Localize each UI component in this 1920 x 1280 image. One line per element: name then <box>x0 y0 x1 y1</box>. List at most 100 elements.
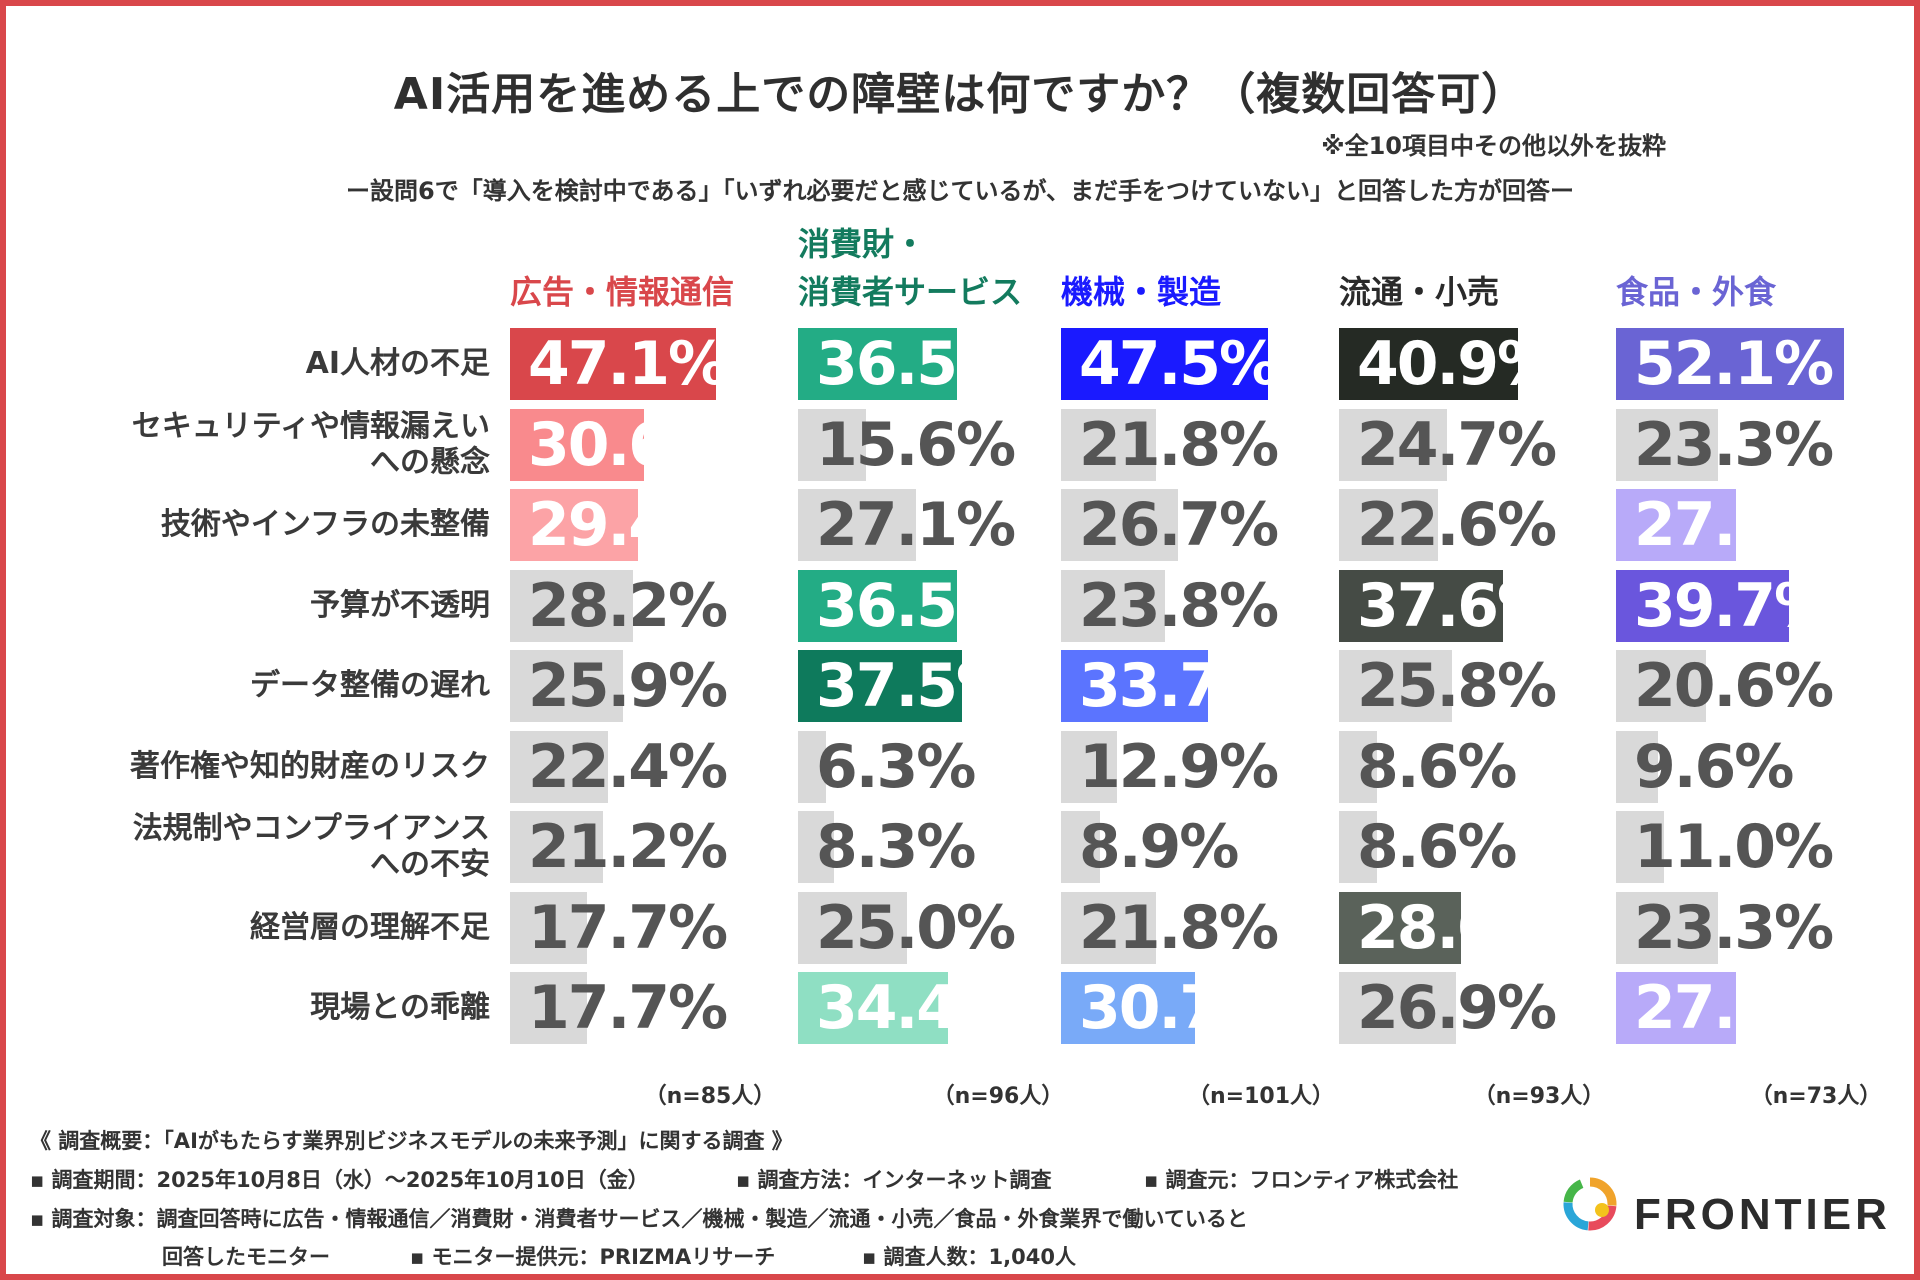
value-label: 20.6% <box>1634 651 1834 721</box>
series-header-line: 消費財・ <box>798 225 927 263</box>
series-header: 消費財・ 消費者サービス <box>798 220 1022 316</box>
bar <box>1616 650 1706 722</box>
value-label: 8.9% <box>1079 812 1239 882</box>
sample-size-label: （n=101人） <box>1187 1084 1335 1109</box>
value-label: 28.0% <box>1357 892 1557 963</box>
value-label: 6.3% <box>816 731 976 802</box>
value-label: 22.6% <box>1357 490 1557 560</box>
bar <box>798 489 916 561</box>
row-label: 著作権や知的財産のリスク <box>90 749 490 785</box>
value-label: 28.2% <box>528 570 728 641</box>
survey-source: ▪ 調査元：フロンティア株式会社 <box>1144 1168 1459 1192</box>
bar <box>798 650 962 722</box>
value-label: 26.9% <box>1357 973 1557 1043</box>
survey-heading: 《 調査概要：「AIがもたらす業界別ビジネスモデルの未来予測」に関する調査 》 <box>30 1129 793 1153</box>
value-label: 15.6% <box>816 409 1016 480</box>
sample-size-label: （n=73人） <box>1750 1084 1882 1109</box>
row-label-line: への不安 <box>370 847 490 882</box>
value-label: 37.5% <box>816 651 1016 721</box>
value-label: 9.6% <box>1634 731 1794 802</box>
bar <box>1616 730 1658 803</box>
value-label: 8.3% <box>816 812 976 882</box>
row-label-line: AI人材の不足 <box>305 346 490 381</box>
survey-method: ▪ 調査方法：インターネット調査 <box>736 1168 1052 1192</box>
bar <box>1061 569 1165 642</box>
value-label: 27.1% <box>816 490 1016 560</box>
sample-size-label: （n=96人） <box>932 1084 1064 1109</box>
bar <box>1339 650 1452 722</box>
row-label-line: 著作権や知的財産のリスク <box>130 748 490 784</box>
value-label: 12.9% <box>1079 731 1279 802</box>
row-label: 現場との乖離 <box>90 990 490 1026</box>
series-header: 機械・製造 <box>1061 268 1221 316</box>
chart-note: ※全10項目中その他以外を抜粋 <box>1321 132 1666 160</box>
row-label: AI人材の不足 <box>90 346 490 382</box>
value-label: 39.7% <box>1634 570 1834 641</box>
bar <box>1061 730 1117 803</box>
value-label: 25.0% <box>816 892 1016 963</box>
bar <box>510 811 603 883</box>
row-label-line: データ整備の遅れ <box>250 668 490 703</box>
row-label: 予算が不透明 <box>90 588 490 624</box>
bar <box>1339 328 1518 400</box>
row-label-line: 予算が不透明 <box>310 587 490 623</box>
value-label: 36.5% <box>816 570 1016 641</box>
bar <box>798 730 826 803</box>
bar <box>1339 972 1456 1044</box>
value-label: 21.8% <box>1079 409 1279 480</box>
value-label: 25.9% <box>528 651 728 721</box>
bar <box>510 328 716 400</box>
bar <box>510 489 638 561</box>
sample-size-label: （n=85人） <box>644 1084 776 1109</box>
value-label: 29.4% <box>528 490 728 560</box>
bar <box>510 891 587 964</box>
bar <box>1616 972 1736 1044</box>
value-label: 22.4% <box>528 731 728 802</box>
bar <box>1616 489 1736 561</box>
bar <box>1061 891 1156 964</box>
series-header-line: 広告・情報通信 <box>510 273 735 311</box>
value-label: 21.8% <box>1079 892 1279 963</box>
row-label: 技術やインフラの未整備 <box>90 507 490 543</box>
bar <box>510 408 644 481</box>
bar <box>510 730 608 803</box>
value-label: 23.8% <box>1079 570 1279 641</box>
row-label-line: 技術やインフラの未整備 <box>160 507 490 542</box>
bar <box>1616 811 1664 883</box>
bar <box>1616 891 1718 964</box>
value-label: 24.7% <box>1357 409 1557 480</box>
value-label: 34.4% <box>816 973 1016 1043</box>
value-label: 21.2% <box>528 812 728 882</box>
bar <box>1339 569 1503 642</box>
survey-target: ▪ 調査対象：調査回答時に広告・情報通信／消費財・消費者サービス／機械・製造／流… <box>30 1207 1248 1231</box>
bar <box>1339 730 1377 803</box>
value-label: 27.4% <box>1634 973 1834 1043</box>
bar <box>1616 569 1789 642</box>
bar <box>1061 328 1268 400</box>
row-label: セキュリティや情報漏えい への懸念 <box>90 409 490 481</box>
sample-size-label: （n=93人） <box>1473 1084 1605 1109</box>
bar <box>1339 891 1461 964</box>
bar <box>798 891 907 964</box>
series-header-line: 流通・小売 <box>1339 273 1500 311</box>
value-label: 37.6% <box>1357 570 1557 641</box>
bar <box>1061 972 1195 1044</box>
value-label: 17.7% <box>528 892 728 963</box>
row-label-line: 法規制やコンプライアンス <box>132 811 490 846</box>
bar <box>798 569 957 642</box>
value-label: 25.8% <box>1357 651 1557 721</box>
value-label: 33.7% <box>1079 651 1279 721</box>
value-label: 47.5% <box>1079 329 1279 399</box>
row-label: 法規制やコンプライアンス への不安 <box>90 811 490 883</box>
row-label-line: 現場との乖離 <box>310 990 490 1025</box>
chart-subtitle: ー設問6で「導入を検討中である」「いずれ必要だと感じているが、まだ手をつけていな… <box>346 177 1574 205</box>
brand-name: FRONTIER <box>1634 1190 1891 1239</box>
bar <box>510 569 633 642</box>
survey-panel: ▪ モニター提供元：PRIZMAリサーチ <box>410 1245 776 1269</box>
bar <box>510 972 587 1044</box>
series-header: 流通・小売 <box>1339 268 1499 316</box>
series-header: 広告・情報通信 <box>510 268 734 316</box>
bar <box>510 650 623 722</box>
bar <box>798 972 948 1044</box>
